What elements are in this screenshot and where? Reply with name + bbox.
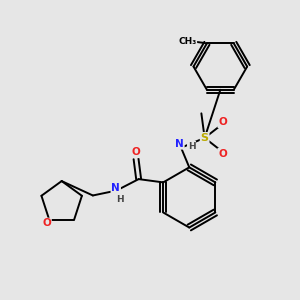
Text: O: O [132,147,140,157]
Text: N: N [175,139,184,149]
Text: O: O [218,117,227,127]
Text: H: H [188,142,195,151]
Text: H: H [116,195,124,204]
Text: N: N [111,183,120,193]
Text: O: O [42,218,51,229]
Text: S: S [201,133,208,143]
Text: CH₃: CH₃ [178,37,196,46]
Text: O: O [218,148,227,159]
